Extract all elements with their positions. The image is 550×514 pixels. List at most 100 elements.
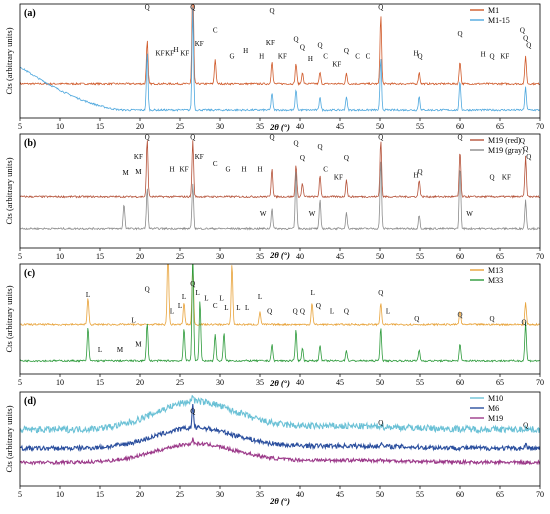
peak-annotation: Q bbox=[145, 134, 150, 142]
peak-annotation: Q bbox=[526, 41, 531, 49]
peak-annotation: Q bbox=[414, 315, 419, 323]
x-tick-label: 5 bbox=[18, 122, 22, 131]
y-axis-label: Cts (arbitrary units) bbox=[4, 405, 14, 472]
peak-annotation: Q bbox=[457, 311, 462, 319]
x-tick-label: 70 bbox=[536, 490, 544, 499]
peak-annotation: Q bbox=[190, 408, 195, 416]
legend-label: M19 (gray) bbox=[488, 146, 525, 155]
x-tick-label: 45 bbox=[336, 252, 344, 261]
peak-annotation: L bbox=[311, 289, 315, 297]
peak-annotation: Q bbox=[489, 53, 494, 61]
x-tick-label: 45 bbox=[336, 378, 344, 387]
x-tick-label: 50 bbox=[376, 122, 384, 131]
x-tick-label: 10 bbox=[56, 490, 64, 499]
peak-annotation: L bbox=[386, 308, 390, 316]
legend: M19 (red)M19 (gray) bbox=[470, 136, 525, 155]
peak-annotation: L bbox=[86, 291, 90, 299]
peak-annotation: M bbox=[117, 346, 124, 354]
peak-annotation: Q bbox=[145, 4, 150, 12]
x-tick-label: 50 bbox=[376, 252, 384, 261]
x-tick-label: 50 bbox=[376, 490, 384, 499]
peak-annotation: KF bbox=[156, 49, 165, 57]
x-tick-label: 60 bbox=[456, 122, 464, 131]
x-tick-label: 5 bbox=[18, 378, 22, 387]
series-group bbox=[20, 395, 540, 467]
peak-annotation: G bbox=[229, 53, 234, 61]
legend-label: M6 bbox=[488, 404, 499, 413]
peak-annotation: H bbox=[481, 50, 486, 58]
peak-annotation: C bbox=[323, 53, 328, 61]
peak-annotation: Q bbox=[293, 308, 298, 316]
peak-annotation: C bbox=[366, 53, 371, 61]
peak-annotation: Q bbox=[344, 47, 349, 55]
peak-annotation: KF bbox=[165, 49, 174, 57]
x-tick-label: 30 bbox=[216, 490, 224, 499]
peak-annotation: Q bbox=[300, 154, 305, 162]
x-tick-label: 40 bbox=[296, 378, 304, 387]
legend-label: M1-15 bbox=[488, 16, 510, 25]
peak-annotation: Q bbox=[378, 4, 383, 12]
panel-label: (b) bbox=[24, 138, 36, 149]
peak-annotation: Q bbox=[489, 315, 494, 323]
x-tick-label: 10 bbox=[56, 252, 64, 261]
peak-annotation: L bbox=[245, 304, 249, 312]
x-axis-label: 2θ (°) bbox=[269, 250, 290, 260]
peak-annotation: Q bbox=[190, 280, 195, 288]
peak-annotation: C bbox=[355, 53, 360, 61]
panel-label: (a) bbox=[24, 8, 36, 19]
x-tick-label: 35 bbox=[256, 378, 264, 387]
peak-annotation: KF bbox=[134, 153, 143, 161]
x-tick-label: 10 bbox=[56, 378, 64, 387]
x-tick-label: 70 bbox=[536, 378, 544, 387]
peak-annotation: C bbox=[213, 160, 218, 168]
plot-frame bbox=[19, 3, 541, 119]
x-tick-label: 60 bbox=[456, 378, 464, 387]
x-tick-label: 45 bbox=[336, 490, 344, 499]
plot-frame bbox=[19, 133, 541, 249]
x-tick-label: 25 bbox=[176, 490, 184, 499]
peak-annotation: KF bbox=[502, 174, 511, 182]
legend-label: M1 bbox=[488, 6, 499, 15]
peak-annotation: L bbox=[258, 293, 262, 301]
plot-frame bbox=[19, 391, 541, 487]
legend-label: M33 bbox=[488, 276, 503, 285]
x-tick-label: 20 bbox=[136, 122, 144, 131]
peak-annotation: Q bbox=[269, 134, 274, 142]
peak-annotation: H bbox=[257, 166, 262, 174]
peak-annotation: L bbox=[98, 346, 102, 354]
peak-annotation: W bbox=[466, 210, 473, 218]
peak-annotation: Q bbox=[269, 7, 274, 15]
peak-annotation: Q bbox=[520, 27, 525, 35]
peak-annotation: Q bbox=[316, 302, 321, 310]
x-tick-label: 40 bbox=[296, 252, 304, 261]
peak-annotation: L bbox=[131, 316, 135, 324]
x-tick-label: 65 bbox=[496, 490, 504, 499]
x-tick-label: 10 bbox=[56, 122, 64, 131]
x-tick-label: 20 bbox=[136, 378, 144, 387]
peak-annotation: KF bbox=[195, 153, 204, 161]
peak-annotation: Q bbox=[190, 4, 195, 12]
series-line-m19 bbox=[20, 437, 540, 467]
series-group bbox=[20, 264, 540, 363]
peak-annotation: Q bbox=[526, 153, 531, 161]
x-tick-label: 35 bbox=[256, 122, 264, 131]
series-line-m33 bbox=[20, 264, 540, 363]
panel-label: (d) bbox=[24, 396, 36, 407]
peak-annotation: Q bbox=[293, 139, 298, 147]
peak-annotation: Q bbox=[521, 319, 526, 327]
peak-annotation: Q bbox=[293, 36, 298, 44]
peak-annotation: M bbox=[135, 341, 142, 349]
peak-annotation: Q bbox=[457, 134, 462, 142]
peak-annotation: Q bbox=[489, 174, 494, 182]
peak-annotation: L bbox=[219, 294, 223, 302]
peak-annotation: Q bbox=[378, 419, 383, 427]
x-tick-label: 15 bbox=[96, 252, 104, 261]
peak-annotation: Q bbox=[300, 308, 305, 316]
peak-annotation: Q bbox=[267, 308, 272, 316]
peak-annotation: Q bbox=[300, 44, 305, 52]
x-tick-label: 25 bbox=[176, 122, 184, 131]
y-axis-label: Cts (arbitrary units) bbox=[4, 157, 14, 224]
peak-annotation: Q bbox=[145, 286, 150, 294]
series-group bbox=[20, 140, 540, 231]
